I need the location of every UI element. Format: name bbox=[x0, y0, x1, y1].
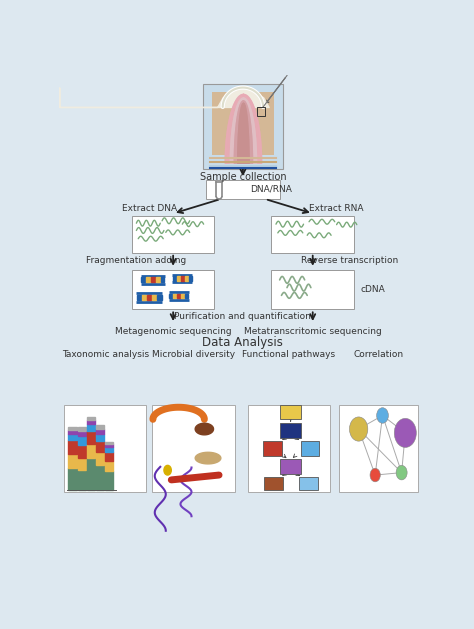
FancyBboxPatch shape bbox=[272, 270, 354, 309]
Bar bbox=[157, 295, 162, 300]
Bar bbox=[96, 425, 104, 429]
FancyBboxPatch shape bbox=[281, 459, 301, 474]
Bar bbox=[105, 447, 113, 452]
Bar bbox=[152, 295, 156, 300]
FancyBboxPatch shape bbox=[264, 477, 283, 491]
Bar bbox=[105, 442, 113, 444]
Circle shape bbox=[349, 417, 368, 441]
Bar bbox=[68, 434, 76, 440]
Text: Extract RNA: Extract RNA bbox=[310, 204, 364, 213]
Bar bbox=[161, 277, 164, 282]
Text: Reverse transcription: Reverse transcription bbox=[301, 257, 398, 265]
FancyBboxPatch shape bbox=[247, 405, 330, 492]
Circle shape bbox=[164, 465, 171, 475]
FancyBboxPatch shape bbox=[301, 441, 319, 455]
FancyBboxPatch shape bbox=[263, 441, 282, 455]
Bar bbox=[177, 276, 180, 281]
Bar bbox=[189, 276, 192, 281]
Bar bbox=[105, 452, 113, 460]
Bar bbox=[141, 277, 146, 282]
Bar bbox=[78, 445, 86, 458]
Bar bbox=[185, 294, 188, 298]
Text: Microbial diversity: Microbial diversity bbox=[152, 350, 235, 359]
Bar bbox=[105, 471, 113, 489]
Bar bbox=[78, 436, 86, 445]
Bar bbox=[78, 458, 86, 470]
Bar bbox=[87, 431, 95, 443]
Bar bbox=[105, 460, 113, 471]
FancyBboxPatch shape bbox=[300, 477, 318, 491]
Circle shape bbox=[370, 468, 380, 482]
Bar bbox=[105, 444, 113, 447]
Polygon shape bbox=[195, 452, 221, 464]
Text: cDNA: cDNA bbox=[361, 285, 385, 294]
Bar bbox=[151, 277, 155, 282]
Bar bbox=[147, 295, 151, 300]
Bar bbox=[185, 276, 188, 281]
FancyBboxPatch shape bbox=[272, 216, 354, 252]
Circle shape bbox=[396, 465, 407, 480]
FancyBboxPatch shape bbox=[281, 405, 301, 420]
Circle shape bbox=[377, 408, 388, 423]
Bar bbox=[142, 295, 146, 300]
FancyBboxPatch shape bbox=[339, 405, 419, 492]
Text: Metatranscritomic sequencing: Metatranscritomic sequencing bbox=[244, 326, 382, 336]
Bar bbox=[156, 277, 160, 282]
Bar bbox=[87, 458, 95, 489]
FancyBboxPatch shape bbox=[64, 405, 146, 492]
Bar bbox=[96, 429, 104, 434]
Bar bbox=[68, 430, 76, 434]
Bar bbox=[96, 452, 104, 465]
Bar bbox=[68, 468, 76, 489]
Polygon shape bbox=[195, 423, 213, 435]
Text: Correlation: Correlation bbox=[354, 350, 404, 359]
Bar bbox=[181, 276, 184, 281]
FancyBboxPatch shape bbox=[132, 216, 214, 252]
Bar bbox=[68, 427, 76, 430]
FancyBboxPatch shape bbox=[212, 92, 274, 155]
Bar bbox=[87, 424, 95, 431]
Bar bbox=[68, 454, 76, 468]
Text: Metagenomic sequencing: Metagenomic sequencing bbox=[115, 326, 231, 336]
Text: DNA/RNA: DNA/RNA bbox=[250, 185, 292, 194]
Text: Functional pathways: Functional pathways bbox=[242, 350, 336, 359]
Bar bbox=[78, 431, 86, 436]
Bar bbox=[137, 295, 141, 300]
FancyBboxPatch shape bbox=[206, 180, 280, 199]
Bar bbox=[68, 440, 76, 454]
Bar bbox=[96, 465, 104, 489]
Text: Fragmentation adding: Fragmentation adding bbox=[86, 257, 186, 265]
Bar bbox=[87, 417, 95, 420]
Bar bbox=[177, 294, 180, 298]
FancyBboxPatch shape bbox=[281, 423, 301, 438]
Circle shape bbox=[394, 418, 416, 447]
Bar bbox=[78, 426, 86, 431]
Text: Purification and quantification: Purification and quantification bbox=[174, 312, 311, 321]
Bar bbox=[87, 443, 95, 458]
FancyBboxPatch shape bbox=[132, 270, 214, 309]
FancyBboxPatch shape bbox=[152, 405, 235, 492]
Bar bbox=[181, 294, 184, 298]
Bar bbox=[173, 294, 176, 298]
FancyBboxPatch shape bbox=[202, 84, 283, 169]
Text: Data Analysis: Data Analysis bbox=[202, 336, 283, 349]
Bar bbox=[169, 294, 172, 298]
Bar bbox=[173, 276, 176, 281]
Text: Sample collection: Sample collection bbox=[200, 172, 286, 182]
Bar bbox=[146, 277, 150, 282]
Text: Extract DNA: Extract DNA bbox=[122, 204, 177, 213]
Bar bbox=[78, 470, 86, 489]
Text: Taxonomic analysis: Taxonomic analysis bbox=[62, 350, 149, 359]
Bar bbox=[87, 420, 95, 424]
Bar bbox=[96, 434, 104, 441]
Bar bbox=[96, 441, 104, 452]
